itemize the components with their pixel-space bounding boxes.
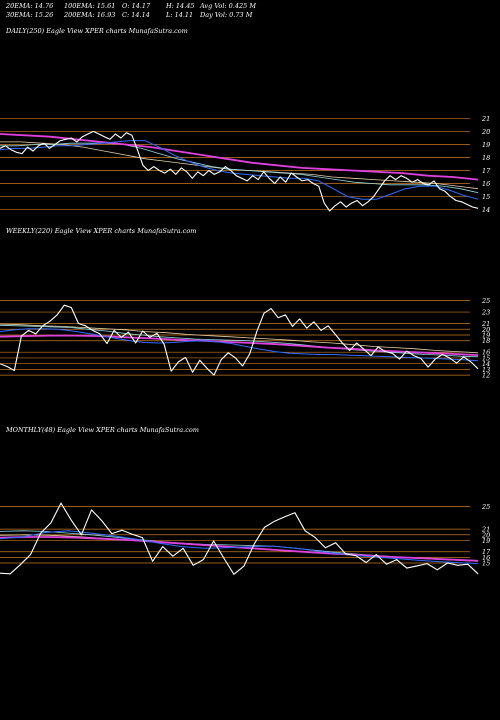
y-tick-label: 18 bbox=[482, 154, 490, 162]
y-tick-label: 12 bbox=[482, 372, 490, 378]
y-tick-label: 15 bbox=[482, 193, 490, 201]
ema-short-line bbox=[0, 140, 479, 200]
ema-short-line bbox=[0, 530, 479, 565]
y-tick-label: 19 bbox=[482, 537, 490, 545]
y-tick-label: 19 bbox=[482, 141, 490, 149]
y-tick-label: 19 bbox=[482, 332, 490, 340]
y-tick-label: 25 bbox=[481, 503, 490, 511]
y-tick-label: 14 bbox=[482, 206, 490, 214]
y-tick-label: 23 bbox=[481, 309, 490, 317]
monthly-chart-label: MONTHLY(48) Eagle View XPER charts Munaf… bbox=[6, 426, 199, 434]
daily-chart-label: DAILY(250) Eagle View XPER charts Munafa… bbox=[6, 27, 188, 35]
price-line bbox=[0, 502, 479, 575]
y-tick-label: 15 bbox=[482, 560, 490, 568]
low-readout: L: 14.11 bbox=[166, 11, 194, 19]
high-readout: H: 14.45 bbox=[166, 2, 195, 10]
close-readout: C: 14.14 bbox=[122, 11, 150, 19]
price-line bbox=[0, 130, 479, 212]
y-tick-label: 21 bbox=[481, 526, 490, 534]
ema-long-line bbox=[0, 323, 479, 354]
y-tick-label: 25 bbox=[481, 297, 490, 305]
y-tick-label: 15 bbox=[482, 354, 490, 362]
y-tick-label: 16 bbox=[482, 180, 490, 188]
y-tick-label: 13 bbox=[482, 366, 490, 374]
avgvol-readout: Avg Vol: 0.425 M bbox=[200, 2, 257, 10]
ema-200-line bbox=[0, 334, 479, 356]
y-tick-label: 17 bbox=[482, 167, 491, 175]
ema20-readout: 20EMA: 14.76 bbox=[6, 2, 54, 10]
ema-short-line bbox=[0, 328, 479, 362]
ema-mid-line bbox=[0, 324, 479, 358]
open-readout: O: 14.17 bbox=[122, 2, 151, 10]
ema-long-line bbox=[0, 141, 479, 190]
ema-mid-line bbox=[0, 142, 479, 194]
weekly-chart-label: WEEKLY(220) Eagle View XPER charts Munaf… bbox=[6, 227, 197, 235]
dayvol-readout: Day Vol: 0.73 M bbox=[200, 11, 253, 19]
ema100-readout: 100EMA: 15.61 bbox=[64, 2, 116, 10]
ema200-readout: 200EMA: 16.93 bbox=[64, 11, 116, 19]
ema30-readout: 30EMA: 15.26 bbox=[6, 11, 54, 19]
daily-chart: 21 20 19 18 17 16 15 14 bbox=[0, 115, 491, 214]
ema-200-line bbox=[0, 133, 479, 181]
y-tick-label: 18 bbox=[482, 337, 490, 345]
y-tick-label: 16 bbox=[482, 349, 490, 357]
y-tick-label: 21 bbox=[481, 320, 490, 328]
y-tick-label: 14 bbox=[482, 360, 490, 368]
y-tick-label: 20 bbox=[481, 128, 490, 136]
price-line bbox=[0, 304, 479, 376]
y-tick-label: 20 bbox=[481, 531, 490, 539]
y-tick-label: 20 bbox=[481, 326, 490, 334]
y-tick-label: 21 bbox=[481, 115, 490, 123]
y-tick-label: 16 bbox=[482, 554, 490, 562]
y-tick-label: 17 bbox=[482, 548, 491, 556]
